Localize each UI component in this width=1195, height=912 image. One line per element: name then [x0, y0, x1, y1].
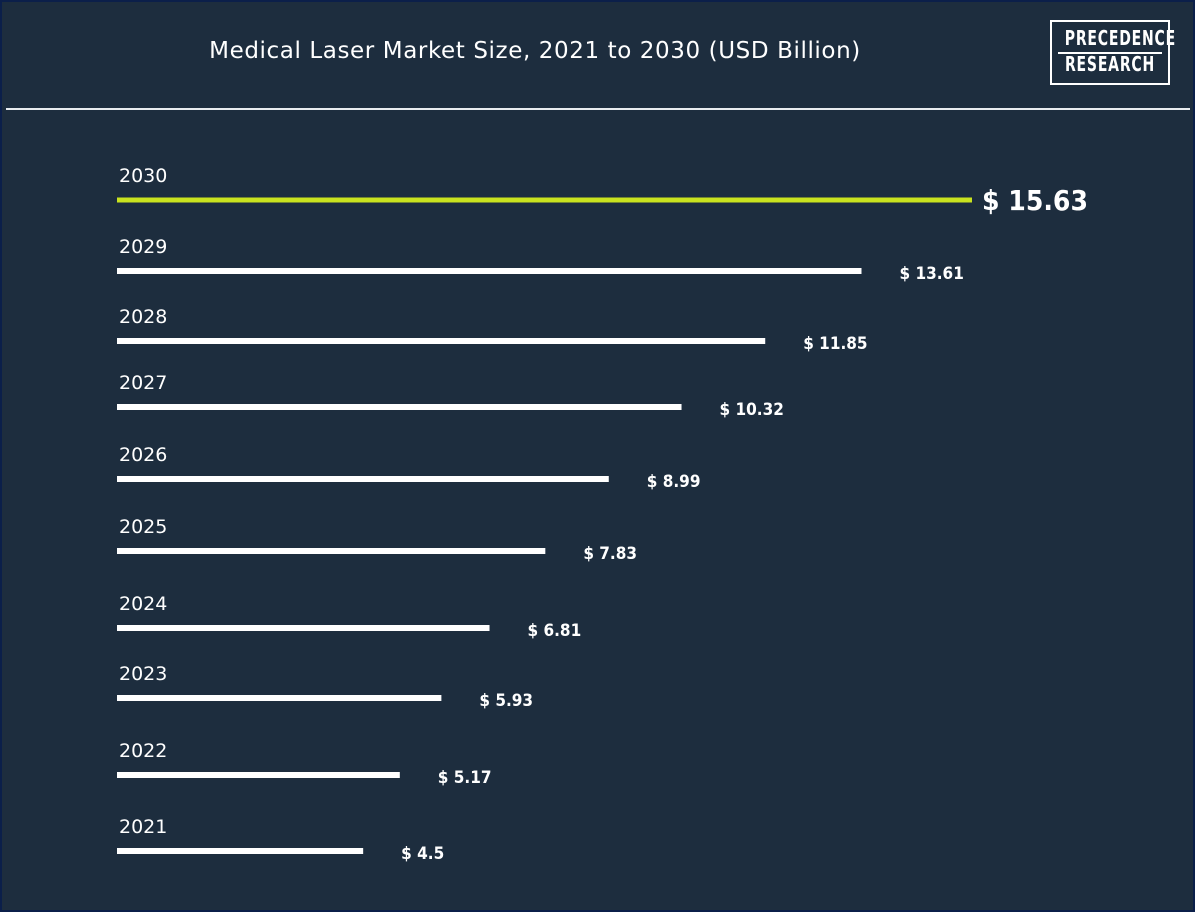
- value-label-2023: $ 5.93: [479, 691, 533, 711]
- year-label: 2026: [119, 444, 167, 466]
- bar-2023: [117, 695, 442, 701]
- value-label-2025: $ 7.83: [583, 544, 637, 564]
- value-label-2022: $ 5.17: [438, 768, 492, 788]
- bar-2024: [117, 625, 490, 631]
- value-label-2028: $ 11.85: [803, 334, 867, 354]
- bar-2027: [117, 404, 682, 410]
- bar-2029: [117, 268, 862, 274]
- value-label-2029: $ 13.61: [900, 264, 964, 284]
- bar-2026: [117, 476, 609, 482]
- chart-title: Medical Laser Market Size, 2021 to 2030 …: [209, 38, 861, 64]
- year-label: 2024: [119, 593, 167, 615]
- year-label: 2022: [119, 740, 167, 762]
- bar-2030: [117, 197, 972, 203]
- value-label-2027: $ 10.32: [720, 400, 784, 420]
- year-label: 2030: [119, 165, 167, 187]
- header-divider: [6, 108, 1190, 110]
- bar-2025: [117, 548, 546, 554]
- value-label-2024: $ 6.81: [528, 621, 582, 641]
- year-label: 2025: [119, 516, 167, 538]
- year-label: 2023: [119, 663, 167, 685]
- value-label-2030: $ 15.63: [982, 184, 1088, 217]
- year-label: 2029: [119, 236, 167, 258]
- logo-line-2: RESEARCH: [1064, 52, 1156, 76]
- year-label: 2027: [119, 372, 167, 394]
- year-label: 2028: [119, 306, 167, 328]
- value-label-2026: $ 8.99: [647, 472, 701, 492]
- bar-2022: [117, 772, 400, 778]
- bar-2021: [117, 848, 364, 854]
- year-label: 2021: [119, 816, 167, 838]
- brand-logo: PRECEDENCE RESEARCH: [1050, 20, 1175, 85]
- bar-2028: [117, 338, 766, 344]
- value-label-2021: $ 4.5: [401, 844, 444, 864]
- logo-divider: [1058, 52, 1162, 54]
